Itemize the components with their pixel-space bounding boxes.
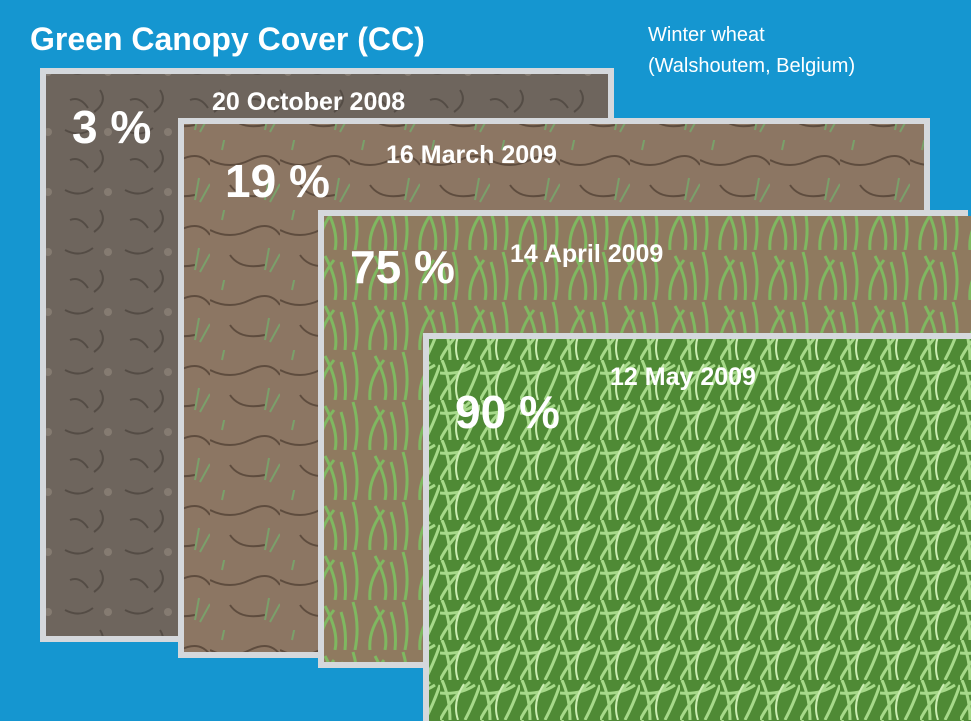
- date-label: 14 April 2009: [510, 240, 663, 268]
- photo-wheat-may: [429, 339, 971, 721]
- cover-label: 90 %: [455, 386, 560, 438]
- title: Green Canopy Cover (CC): [30, 21, 425, 57]
- date-label: 16 March 2009: [386, 141, 557, 169]
- cover-label: 3 %: [72, 101, 151, 153]
- subtitle: Winter wheat: [648, 24, 765, 46]
- date-label: 20 October 2008: [212, 88, 405, 116]
- date-label: 12 May 2009: [610, 363, 756, 391]
- subtitle: (Walshoutem, Belgium): [648, 55, 855, 77]
- cover-label: 19 %: [225, 155, 330, 207]
- cover-label: 75 %: [350, 241, 455, 293]
